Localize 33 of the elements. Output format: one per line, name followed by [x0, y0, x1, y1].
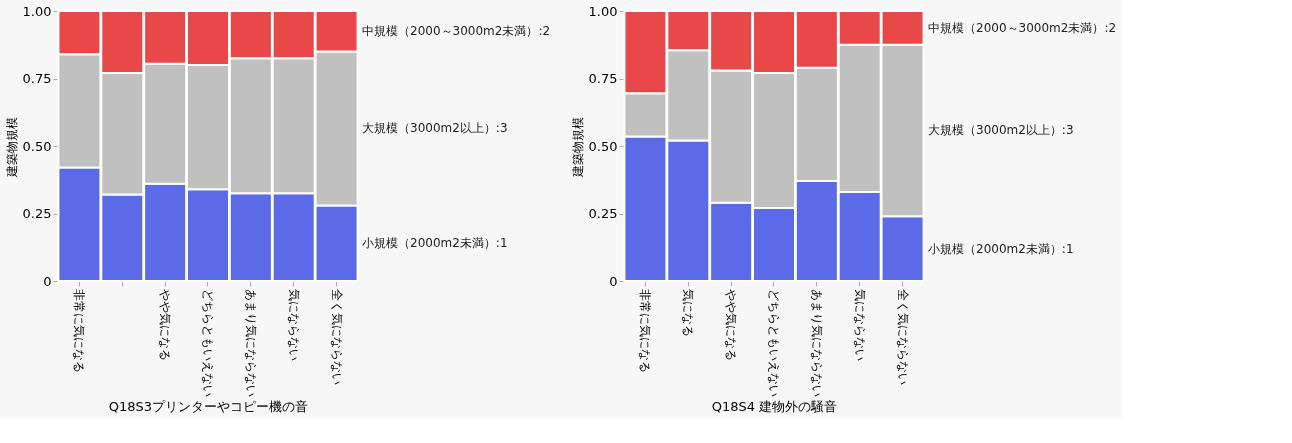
x-tick-label: やや気になる	[724, 288, 739, 361]
series-label: 小規模（2000m2未満）:1	[362, 236, 508, 251]
x-tick-label: 非常に気になる	[72, 288, 87, 373]
series-label: 大規模（3000m2以上）:3	[928, 123, 1074, 138]
x-tick-label: どちらともいえない	[201, 288, 215, 397]
x-axis-title: Q18S4 建物外の騒音	[711, 398, 838, 414]
y-tick-label: 0.50	[588, 138, 618, 154]
y-tick-label: 0	[609, 273, 618, 289]
series-label: 小規模（2000m2未満）:1	[928, 241, 1074, 256]
x-tick-label: 非常に気になる	[638, 288, 653, 373]
y-tick-label: 0.25	[22, 206, 52, 221]
x-tick-label: どちらともいえない	[767, 288, 781, 397]
y-tick-label: 0.75	[22, 71, 52, 86]
x-tick-label: あまり気にならない	[809, 288, 824, 397]
x-tick-label: あまり気にならない	[243, 288, 258, 397]
y-tick-label: 1.00	[588, 3, 618, 19]
y-tick-label: 0.25	[588, 206, 618, 221]
y-tick-label: 0.75	[588, 71, 618, 86]
series-label: 中規模（2000～3000m2未満）:2	[362, 24, 551, 39]
y-tick-label: 0	[43, 273, 52, 289]
y-tick-label: 0.50	[22, 138, 52, 154]
y-axis-title: 建築物規模	[570, 116, 585, 178]
series-label: 中規模（2000～3000m2未満）:2	[928, 20, 1117, 35]
x-tick-label: やや気になる	[158, 288, 173, 361]
x-tick-label: 全く気にならない	[895, 288, 910, 385]
y-tick-label: 1.00	[22, 3, 52, 19]
x-tick-label: 気にならない	[852, 288, 867, 361]
x-tick-label: 全く気にならない	[329, 288, 344, 385]
x-tick-label: 気になる	[681, 288, 696, 337]
series-label: 大規模（3000m2以上）:3	[362, 121, 508, 136]
x-tick-label: 気にならない	[286, 288, 301, 361]
y-axis-title: 建築物規模	[4, 116, 19, 178]
x-axis-title: Q18S3プリンターやコピー機の音	[108, 398, 309, 414]
